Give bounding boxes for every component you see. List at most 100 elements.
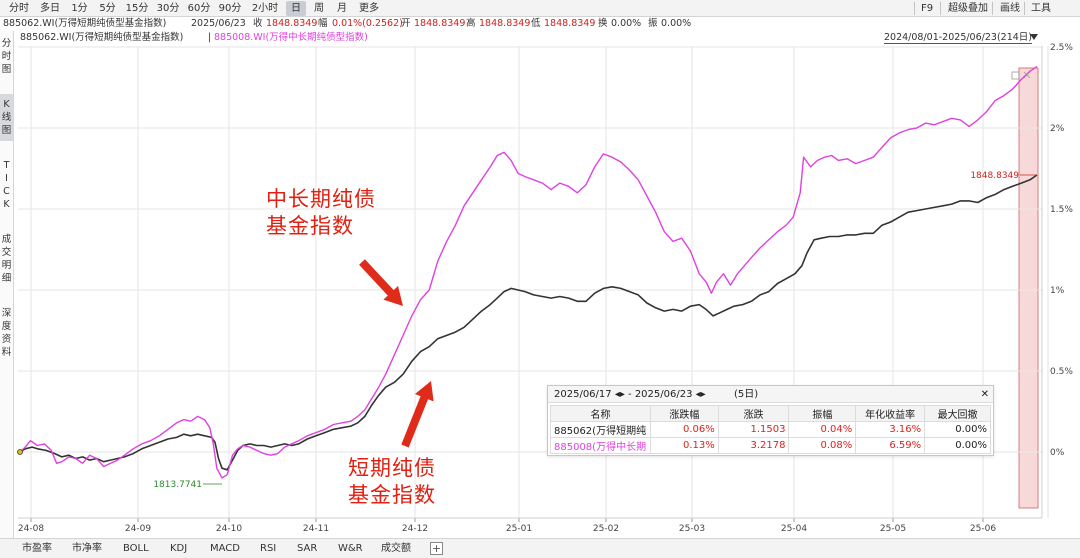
y-tick-label: 1.5% <box>1050 205 1073 215</box>
period-button[interactable]: 1分 <box>71 3 88 14</box>
side-tab-char: K <box>3 199 10 210</box>
y-tick-label: 2% <box>1050 124 1065 134</box>
period-button[interactable]: 周 <box>314 3 324 14</box>
indicator-tab[interactable]: BOLL <box>123 543 149 554</box>
side-tab-char: 细 <box>1 273 12 284</box>
period-button[interactable]: 60分 <box>187 3 211 14</box>
add-indicator-icon[interactable]: + <box>430 542 443 555</box>
amplitude-value: 0.00% <box>661 18 692 29</box>
stats-days: (5日) <box>734 389 759 400</box>
side-tab-char: 成 <box>1 234 12 245</box>
row-mdd: 0.00% <box>924 421 991 438</box>
stats-table: 名称 涨跌幅 涨跌 振幅 年化收益率 最大回撤 885062(万得短期纯 0.0… <box>550 405 991 454</box>
side-tab-char: 时 <box>1 51 12 62</box>
chevron-down-icon[interactable] <box>1030 34 1038 40</box>
toolbar-divider <box>1024 2 1025 15</box>
side-tab-char: 分 <box>1 38 12 49</box>
close-icon[interactable]: ✕ <box>980 389 989 400</box>
period-button[interactable]: 5分 <box>99 3 116 14</box>
period-button[interactable]: 15分 <box>125 3 149 14</box>
side-tab[interactable]: 成交明细 <box>0 229 13 289</box>
quote-info-line: 885062.WI(万得短期纯债型基金指数) 2025/06/23 收 1848… <box>0 17 1080 31</box>
period-button[interactable]: 分时 <box>9 3 29 14</box>
legend-series-short-term[interactable]: 885062.WI(万得短期纯债型基金指数) <box>20 32 184 43</box>
indicator-tab[interactable]: 市盈率 <box>22 543 52 554</box>
side-tab-char: 料 <box>1 347 12 358</box>
toolbar-tool-button[interactable]: 超级叠加 <box>948 3 988 14</box>
table-row[interactable]: 885062(万得短期纯 0.06% 1.1503 0.04% 3.16% 0.… <box>550 421 991 438</box>
side-tab-char: T <box>3 160 10 171</box>
period-button[interactable]: 月 <box>337 3 347 14</box>
side-tab[interactable]: 分时图 <box>0 33 13 80</box>
toolbar-tool-button[interactable]: 工具 <box>1031 3 1051 14</box>
stats-range[interactable]: 2025/06/17 ◂▸ - 2025/06/23 ◂▸ <box>554 389 706 400</box>
col-pct: 涨跌幅 <box>649 405 719 422</box>
y-tick-label: 0% <box>1050 448 1065 458</box>
close-label: 收 <box>253 18 263 29</box>
indicator-tab[interactable]: 市净率 <box>72 543 102 554</box>
col-mdd: 最大回撤 <box>924 405 991 422</box>
period-button[interactable]: 90分 <box>218 3 242 14</box>
turnover-label: 换 <box>598 18 608 29</box>
side-tab-char: 资 <box>1 334 12 345</box>
row-pct: 0.13% <box>649 437 719 454</box>
x-tick-label: 25-04 <box>781 524 807 534</box>
period-button[interactable]: 30分 <box>156 3 180 14</box>
x-tick-label: 25-01 <box>506 524 532 534</box>
row-chg: 3.2178 <box>717 437 790 454</box>
start-point-marker <box>17 449 23 455</box>
side-tab-char: 图 <box>1 64 12 75</box>
side-tab-char: 明 <box>1 260 12 271</box>
indicator-tab[interactable]: MACD <box>210 543 240 554</box>
change-label: 幅 <box>318 18 328 29</box>
stats-header-row: 名称 涨跌幅 涨跌 振幅 年化收益率 最大回撤 <box>550 405 991 422</box>
col-amp: 振幅 <box>788 405 857 422</box>
low-value: 1848.8349 <box>544 18 596 29</box>
indicator-tab[interactable]: RSI <box>260 543 277 554</box>
toolbar-tool-button[interactable]: F9 <box>920 3 934 14</box>
row-chg: 1.1503 <box>717 421 790 438</box>
period-button[interactable]: 2小时 <box>251 3 279 14</box>
maximize-icon <box>1011 71 1020 80</box>
x-tick-label: 25-05 <box>880 524 906 534</box>
row-pct: 0.06% <box>649 421 719 438</box>
period-button[interactable]: 多日 <box>40 3 60 14</box>
annotation-line: 基金指数 <box>348 483 436 507</box>
annotation-mid-long-term: 中长期纯债 基金指数 <box>266 186 376 240</box>
indicator-tab[interactable]: SAR <box>297 543 318 554</box>
x-tick-label: 24-10 <box>216 524 242 534</box>
row-amp: 0.08% <box>788 437 857 454</box>
legend-series-mid-long-term[interactable]: 885008.WI(万得中长期纯债型指数) <box>214 32 368 43</box>
side-tab-char: 线 <box>1 112 12 123</box>
period-toolbar: 分时 多日 1分 5分 15分 30分 60分 90分 2小时日周 月 更多 F9 超级叠加 画线 工具 <box>0 0 1080 17</box>
indicator-tab[interactable]: W&R <box>338 543 363 554</box>
toolbar-divider <box>992 2 993 15</box>
row-mdd: 0.00% <box>924 437 991 454</box>
amplitude-label: 振 <box>648 18 658 29</box>
toolbar-tool-button[interactable]: 画线 <box>1000 3 1020 14</box>
side-tab[interactable]: 深度资料 <box>0 303 13 363</box>
security-code: 885062.WI(万得短期纯债型基金指数) <box>3 18 167 29</box>
turnover-value: 0.00% <box>611 18 642 29</box>
side-tab-char: 图 <box>1 125 12 136</box>
row-name: 885008(万得中长期 <box>550 437 651 454</box>
change-value: 0.01%(0.2562) <box>332 18 403 29</box>
high-label: 高 <box>466 18 476 29</box>
x-tick-label: 24-08 <box>18 524 44 534</box>
indicator-tab[interactable]: KDJ <box>170 543 188 554</box>
date-range-selector[interactable]: 2024/08/01-2025/06/23(214日) <box>884 32 1032 44</box>
side-tab-char: I <box>5 173 8 184</box>
period-button[interactable]: 更多 <box>359 3 379 14</box>
min-value-label: 1813.7741 <box>153 480 202 490</box>
x-tick-label: 24-11 <box>303 524 329 534</box>
indicator-tab[interactable]: 成交额 <box>381 543 411 554</box>
open-value: 1848.8349 <box>414 18 466 29</box>
table-row[interactable]: 885008(万得中长期 0.13% 3.2178 0.08% 6.59% 0.… <box>550 437 991 454</box>
period-button[interactable]: 日 <box>286 1 306 16</box>
col-name: 名称 <box>550 405 651 422</box>
x-tick-label: 24-09 <box>125 524 151 534</box>
